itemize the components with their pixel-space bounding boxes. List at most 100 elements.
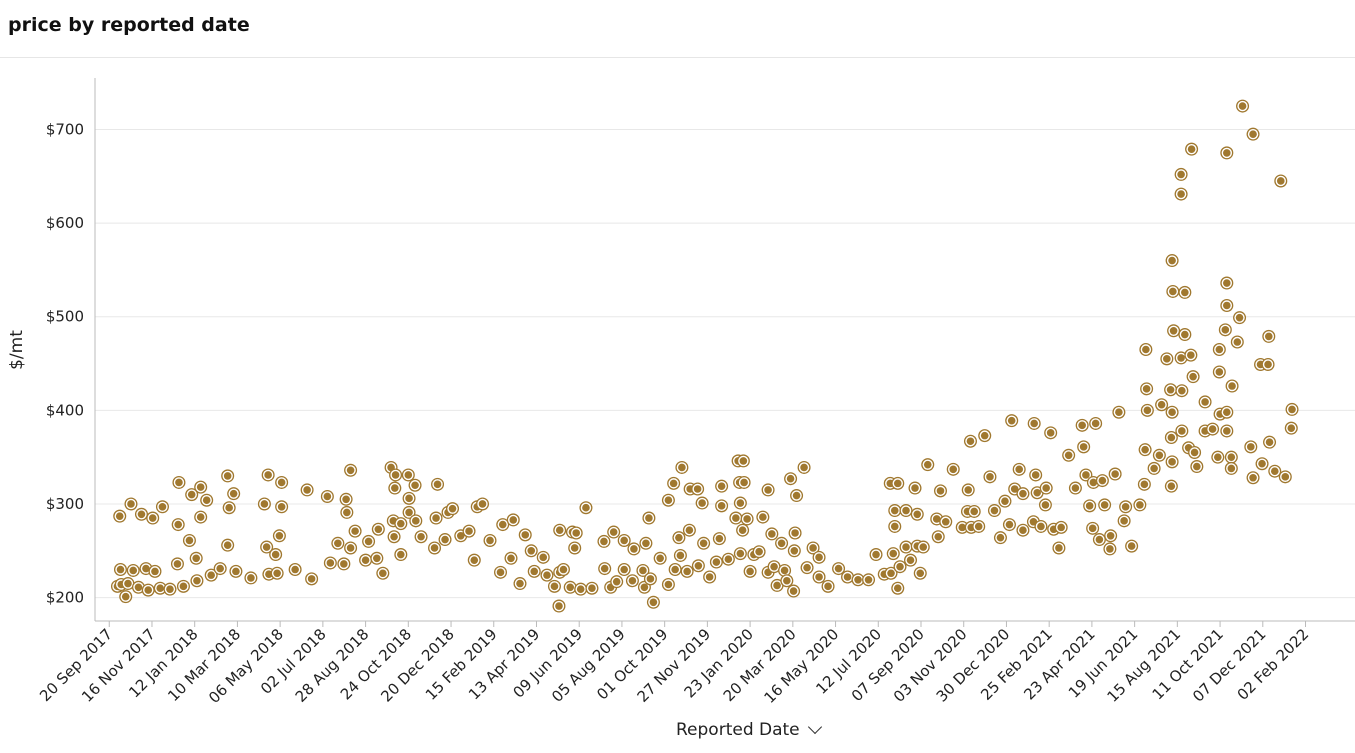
data-point[interactable] <box>1174 351 1188 365</box>
data-point[interactable] <box>715 479 729 493</box>
data-point[interactable] <box>126 563 140 577</box>
data-point[interactable] <box>553 523 567 537</box>
data-point[interactable] <box>527 564 541 578</box>
data-point[interactable] <box>1039 481 1053 495</box>
data-point[interactable] <box>1062 448 1076 462</box>
data-point[interactable] <box>653 551 667 565</box>
data-point[interactable] <box>536 550 550 564</box>
data-point[interactable] <box>921 458 935 472</box>
data-point[interactable] <box>1246 471 1260 485</box>
data-point[interactable] <box>389 468 403 482</box>
data-point[interactable] <box>518 528 532 542</box>
data-point[interactable] <box>1285 402 1299 416</box>
data-point[interactable] <box>170 557 184 571</box>
data-point[interactable] <box>371 522 385 536</box>
data-point[interactable] <box>1038 498 1052 512</box>
data-point[interactable] <box>617 563 631 577</box>
data-point[interactable] <box>931 530 945 544</box>
data-point[interactable] <box>275 500 289 514</box>
data-point[interactable] <box>300 483 314 497</box>
data-point[interactable] <box>1206 422 1220 436</box>
data-point[interactable] <box>691 559 705 573</box>
data-point[interactable] <box>752 545 766 559</box>
data-point[interactable] <box>189 551 203 565</box>
data-point[interactable] <box>672 531 686 545</box>
data-point[interactable] <box>163 582 177 596</box>
data-point[interactable] <box>1184 348 1198 362</box>
data-point[interactable] <box>1138 443 1152 457</box>
data-point[interactable] <box>740 512 754 526</box>
data-point[interactable] <box>1246 127 1260 141</box>
data-point[interactable] <box>1212 365 1226 379</box>
data-point[interactable] <box>204 568 218 582</box>
data-point[interactable] <box>987 504 1001 518</box>
data-point[interactable] <box>1034 519 1048 533</box>
data-point[interactable] <box>171 518 185 532</box>
data-point[interactable] <box>1174 167 1188 181</box>
data-point[interactable] <box>691 482 705 496</box>
data-point[interactable] <box>134 507 148 521</box>
data-point[interactable] <box>939 515 953 529</box>
data-point[interactable] <box>148 564 162 578</box>
data-point[interactable] <box>1220 424 1234 438</box>
data-point[interactable] <box>1185 142 1199 156</box>
data-point[interactable] <box>797 460 811 474</box>
data-point[interactable] <box>812 570 826 584</box>
data-point[interactable] <box>504 551 518 565</box>
data-point[interactable] <box>1068 481 1082 495</box>
data-point[interactable] <box>888 504 902 518</box>
data-point[interactable] <box>121 577 135 591</box>
data-point[interactable] <box>729 511 743 525</box>
data-point[interactable] <box>388 481 402 495</box>
data-point[interactable] <box>1284 421 1298 435</box>
data-point[interactable] <box>1044 426 1058 440</box>
data-point[interactable] <box>695 496 709 510</box>
data-point[interactable] <box>737 475 751 489</box>
data-point[interactable] <box>200 493 214 507</box>
data-point[interactable] <box>229 564 243 578</box>
data-point[interactable] <box>370 551 384 565</box>
data-point[interactable] <box>933 484 947 498</box>
data-point[interactable] <box>893 560 907 574</box>
data-point[interactable] <box>1244 440 1258 454</box>
data-point[interactable] <box>182 533 196 547</box>
data-point[interactable] <box>1164 479 1178 493</box>
data-point[interactable] <box>1261 357 1275 371</box>
data-point[interactable] <box>429 511 443 525</box>
data-point[interactable] <box>955 520 969 534</box>
data-point[interactable] <box>761 483 775 497</box>
data-point[interactable] <box>1117 514 1131 528</box>
data-point[interactable] <box>467 553 481 567</box>
data-point[interactable] <box>721 552 735 566</box>
data-point[interactable] <box>1263 435 1277 449</box>
data-point[interactable] <box>1140 382 1154 396</box>
data-point[interactable] <box>770 578 784 592</box>
data-point[interactable] <box>305 572 319 586</box>
data-point[interactable] <box>832 562 846 576</box>
data-point[interactable] <box>703 570 717 584</box>
data-point[interactable] <box>1002 518 1016 532</box>
data-point[interactable] <box>862 573 876 587</box>
data-point[interactable] <box>376 566 390 580</box>
data-point[interactable] <box>344 463 358 477</box>
data-point[interactable] <box>891 476 905 490</box>
data-point[interactable] <box>1089 416 1103 430</box>
data-point[interactable] <box>172 475 186 489</box>
data-point[interactable] <box>323 556 337 570</box>
data-point[interactable] <box>916 540 930 554</box>
data-point[interactable] <box>1224 450 1238 464</box>
data-point[interactable] <box>269 548 283 562</box>
data-point[interactable] <box>1190 460 1204 474</box>
data-point[interactable] <box>124 497 138 511</box>
data-point[interactable] <box>1133 498 1147 512</box>
data-point[interactable] <box>402 491 416 505</box>
data-point[interactable] <box>1139 343 1153 356</box>
data-point[interactable] <box>736 454 750 468</box>
data-point[interactable] <box>967 504 981 518</box>
data-point[interactable] <box>176 579 190 593</box>
data-point[interactable] <box>221 469 235 483</box>
data-point[interactable] <box>1255 457 1269 471</box>
data-point[interactable] <box>540 568 554 582</box>
data-point[interactable] <box>431 477 445 491</box>
data-point[interactable] <box>244 571 258 585</box>
